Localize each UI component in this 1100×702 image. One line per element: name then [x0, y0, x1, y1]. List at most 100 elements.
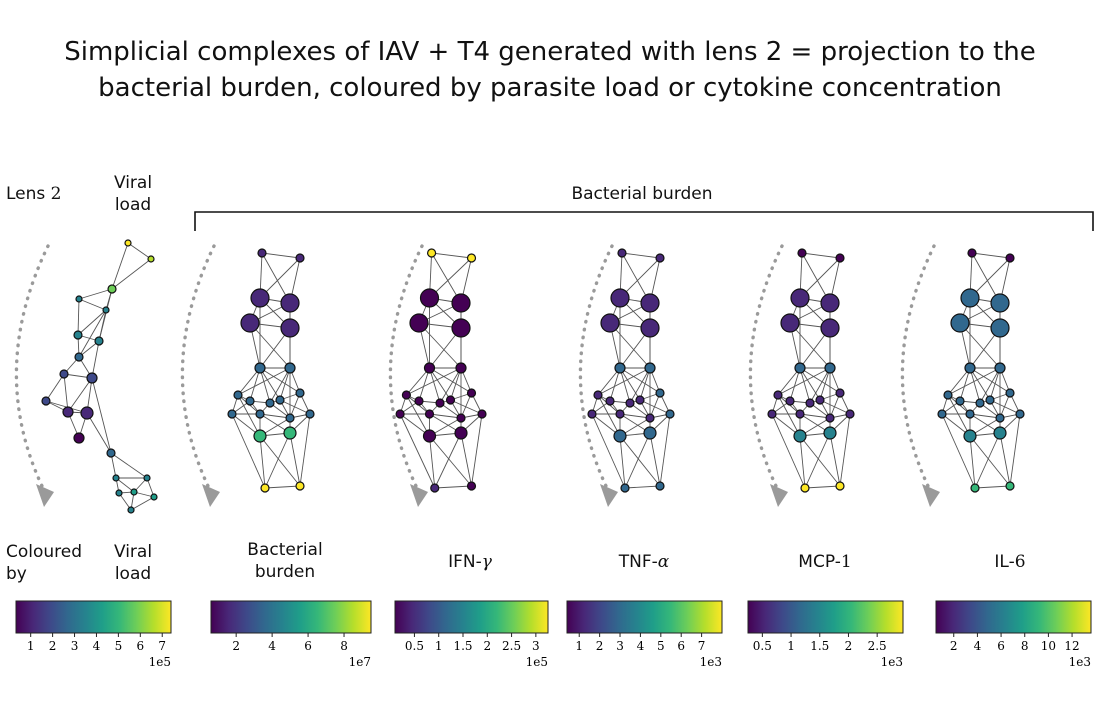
- complex-bacterial-edge: [259, 367, 271, 404]
- complex-ifn-node: [414, 396, 424, 406]
- complex-il6: [937, 248, 1025, 493]
- complex-tnf-node: [625, 398, 635, 408]
- lens-arrow-bacterial-dots: [180, 244, 216, 488]
- complex-tnf-node: [605, 396, 615, 406]
- colorbar-viral-tick-label: 5: [115, 639, 123, 653]
- lens-arrow-mcp-head: [770, 484, 788, 507]
- colorbar-tnf: 1 2 3 4 5 6 7 1e3: [566, 600, 723, 669]
- bacterial-burden-bracket: [194, 211, 1094, 231]
- complex-ifn-node: [445, 395, 456, 405]
- complex-tnf: [587, 248, 675, 493]
- complex-ifn-edge: [406, 367, 430, 396]
- complex-mcp-node: [835, 388, 845, 398]
- complex-tnf-edge: [639, 399, 671, 415]
- colorbar-tnf-tick-label: 3: [616, 639, 624, 653]
- colorbar-tnf-tick-label: 1: [575, 639, 583, 653]
- complex-tnf-node: [640, 293, 660, 313]
- complex-viral-node: [62, 406, 74, 418]
- complex-mcp-edge: [809, 367, 831, 404]
- complex-tnf-edge: [649, 432, 661, 487]
- complex-mcp-edge: [799, 413, 831, 419]
- complex-bacterial-node: [245, 396, 255, 406]
- complex-tnf-node: [614, 362, 626, 374]
- colorbar-mcp-tick-label: 1: [787, 639, 795, 653]
- complex-mcp-node: [785, 396, 795, 406]
- complex-tnf-node: [655, 481, 665, 491]
- lens-arrow-viral-dots: [14, 244, 50, 488]
- colorbar-viral: 1 2 3 4 5 6 7 1e5: [15, 600, 172, 669]
- complex-bacterial-node: [250, 288, 270, 308]
- colorbar-bacterial-tick-label: 6: [304, 639, 312, 653]
- colorbar-bacterial-tick-label: 8: [340, 639, 348, 653]
- complex-il6-node: [1005, 481, 1015, 491]
- complex-mcp-edge: [801, 252, 841, 259]
- complex-viral: [41, 239, 158, 514]
- complex-viral-node: [94, 336, 104, 346]
- colorbar-ifn-multiplier: 1e5: [526, 655, 548, 669]
- complex-bacterial-edge: [231, 413, 266, 489]
- lens-arrow-ifn-dots: [388, 244, 424, 488]
- complex-il6-node: [1005, 253, 1015, 263]
- complex-ifn-edge: [450, 367, 462, 401]
- complex-bacterial-node: [265, 398, 275, 408]
- complex-mcp-node: [790, 288, 810, 308]
- complex-viral-node: [124, 239, 132, 247]
- complex-mcp-node: [835, 253, 845, 263]
- complex-ifn-node: [466, 388, 477, 398]
- complex-il6-edge: [947, 367, 1001, 396]
- complex-il6-node: [963, 429, 977, 443]
- panel-label-tnf: TNF-α: [584, 551, 704, 573]
- complex-viral-node: [106, 448, 116, 458]
- colorbar-mcp: 0.5 1 1.5 2 2.5 1e3: [747, 600, 904, 669]
- complex-bacterial-edge: [299, 413, 311, 487]
- complex-viral-edge: [77, 309, 107, 336]
- colorbar-mcp-tick-label: 0.5: [753, 639, 772, 653]
- complex-ifn-node: [454, 426, 468, 440]
- complex-viral-edge: [78, 309, 107, 358]
- complex-ifn-edge: [399, 413, 436, 489]
- complex-mcp-node: [773, 390, 783, 400]
- complex-il6-edge: [989, 399, 1021, 415]
- complex-tnf-edge: [619, 367, 641, 401]
- complex-bacterial-edge: [237, 367, 291, 396]
- complex-ifn-edge: [434, 485, 472, 489]
- complex-ifn-edge: [406, 367, 462, 396]
- complex-tnf-node: [640, 318, 660, 338]
- coloured-by-line2: by: [6, 564, 27, 584]
- complex-il6-edge: [979, 367, 1001, 404]
- panel-label-il6-text: IL-: [994, 552, 1015, 572]
- complex-bacterial-edge: [249, 322, 291, 369]
- colorbar-ifn: 0.5 1 1.5 2 2.5 3 1e5: [394, 600, 549, 669]
- complex-bacterial-edge: [249, 367, 261, 402]
- complex-viral-edge: [127, 242, 152, 260]
- complex-bacterial-node: [284, 362, 296, 374]
- complex-tnf-node: [600, 313, 620, 333]
- panel-label-il6-math: 6: [1014, 552, 1026, 572]
- colorbar-il6-tick-label: 6: [997, 639, 1005, 653]
- colorbar-tnf-tick-label: 7: [698, 639, 706, 653]
- complex-il6-edge: [969, 435, 1011, 487]
- colorbar-bacterial-tick-label: 2: [232, 639, 240, 653]
- complex-bacterial-node: [233, 390, 243, 400]
- complex-ifn-node: [401, 390, 411, 400]
- complex-mcp-node: [820, 318, 840, 338]
- complex-mcp-node: [845, 409, 855, 419]
- panel-label-viral: Viral load: [100, 541, 166, 585]
- colorbar-bacterial-gradient: [210, 600, 372, 634]
- viral-load-header: Viral load: [100, 172, 166, 216]
- complex-bacterial-edge: [237, 394, 261, 437]
- complex-ifn-node: [451, 293, 471, 313]
- complex-tnf-edge: [624, 485, 661, 489]
- complex-viral-edge: [115, 477, 135, 493]
- complex-bacterial-edge: [264, 432, 291, 489]
- panel-label-viral-line2: load: [114, 564, 152, 584]
- complex-il6-node: [993, 426, 1007, 440]
- complex-viral-edge: [111, 258, 152, 290]
- complex-mcp-node: [795, 409, 805, 419]
- colorbar-viral-tick-label: 6: [136, 639, 144, 653]
- lens-arrow-bacterial-head: [202, 484, 220, 507]
- complex-viral-node: [115, 489, 123, 497]
- complex-bacterial-edge: [289, 432, 301, 487]
